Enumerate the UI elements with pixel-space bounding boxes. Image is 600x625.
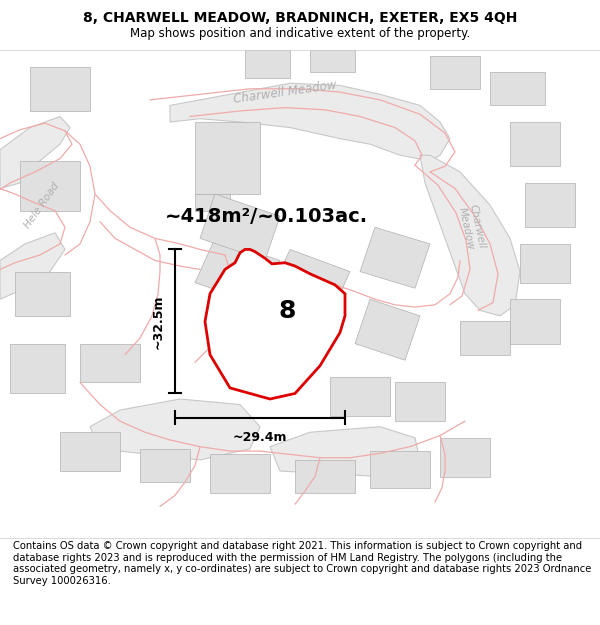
Polygon shape (420, 155, 520, 316)
Polygon shape (60, 432, 120, 471)
Text: 8, CHARWELL MEADOW, BRADNINCH, EXETER, EX5 4QH: 8, CHARWELL MEADOW, BRADNINCH, EXETER, E… (83, 11, 517, 25)
Polygon shape (430, 56, 480, 89)
Polygon shape (80, 344, 140, 382)
Polygon shape (460, 321, 510, 355)
Polygon shape (90, 399, 260, 460)
Polygon shape (245, 50, 290, 78)
Polygon shape (15, 272, 70, 316)
Polygon shape (140, 449, 190, 482)
Polygon shape (520, 244, 570, 282)
Text: Charwell
Meadow: Charwell Meadow (457, 203, 487, 252)
Polygon shape (395, 382, 445, 421)
Polygon shape (440, 438, 490, 476)
Polygon shape (195, 122, 260, 194)
Polygon shape (20, 161, 80, 211)
Polygon shape (330, 377, 390, 416)
Polygon shape (490, 72, 545, 106)
Polygon shape (295, 460, 355, 493)
Polygon shape (200, 194, 280, 261)
Polygon shape (510, 299, 560, 344)
Polygon shape (255, 294, 335, 366)
Polygon shape (270, 427, 420, 476)
Polygon shape (270, 249, 350, 316)
Polygon shape (525, 183, 575, 228)
Text: Contains OS data © Crown copyright and database right 2021. This information is : Contains OS data © Crown copyright and d… (13, 541, 592, 586)
Polygon shape (195, 194, 230, 211)
Polygon shape (170, 83, 450, 161)
Polygon shape (210, 454, 270, 493)
Polygon shape (0, 232, 65, 299)
Polygon shape (510, 122, 560, 166)
Text: ~418m²/~0.103ac.: ~418m²/~0.103ac. (165, 207, 368, 226)
Text: ~32.5m: ~32.5m (152, 294, 165, 349)
Text: Map shows position and indicative extent of the property.: Map shows position and indicative extent… (130, 27, 470, 40)
Polygon shape (0, 116, 70, 189)
Polygon shape (205, 249, 345, 399)
Polygon shape (370, 451, 430, 488)
Polygon shape (355, 299, 420, 360)
Polygon shape (30, 67, 90, 111)
Text: 8: 8 (278, 299, 296, 323)
Polygon shape (195, 238, 280, 305)
Polygon shape (10, 344, 65, 394)
Polygon shape (310, 50, 355, 72)
Text: Hele Road: Hele Road (23, 181, 61, 230)
Text: ~29.4m: ~29.4m (233, 431, 287, 444)
Polygon shape (360, 228, 430, 288)
Text: Charwell Meadow: Charwell Meadow (233, 78, 337, 106)
